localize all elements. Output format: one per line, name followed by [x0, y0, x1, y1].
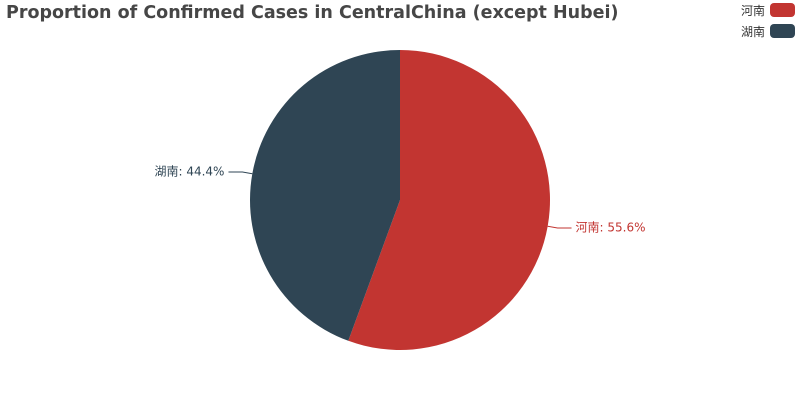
chart-legend: 河南 湖南	[740, 3, 795, 39]
chart-title: Proportion of Confirmed Cases in Central…	[6, 3, 619, 23]
legend-item-hunan[interactable]: 湖南	[740, 24, 795, 39]
legend-label-henan: 河南	[740, 3, 765, 18]
legend-label-hunan: 湖南	[740, 24, 765, 39]
label-leader-line-0	[547, 225, 572, 229]
legend-item-henan[interactable]: 河南	[740, 3, 795, 18]
legend-swatch-hunan	[770, 24, 795, 38]
legend-swatch-henan	[770, 3, 795, 17]
slice-label-0: 河南: 55.6%	[576, 220, 646, 235]
label-leader-line-1	[228, 171, 253, 175]
slice-label-1: 湖南: 44.4%	[154, 163, 224, 178]
pie-slice-0[interactable]	[348, 50, 550, 350]
pie-slice-1[interactable]	[250, 50, 400, 341]
